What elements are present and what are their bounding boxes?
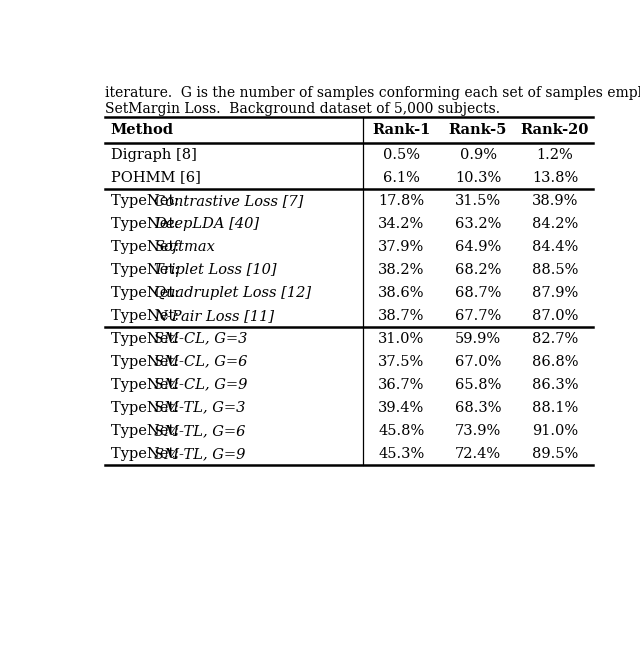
- Text: 68.2%: 68.2%: [455, 263, 501, 277]
- Text: DeepLDA [40]: DeepLDA [40]: [154, 217, 260, 231]
- Text: 31.5%: 31.5%: [455, 194, 501, 208]
- Text: 88.1%: 88.1%: [532, 401, 578, 415]
- Text: 36.7%: 36.7%: [378, 378, 424, 392]
- Text: 38.7%: 38.7%: [378, 309, 424, 323]
- Text: 84.4%: 84.4%: [532, 240, 578, 254]
- Text: Rank-1: Rank-1: [372, 123, 430, 137]
- Text: 67.0%: 67.0%: [455, 355, 501, 369]
- Text: 86.3%: 86.3%: [532, 378, 578, 392]
- Text: 45.8%: 45.8%: [378, 424, 424, 438]
- Text: iterature.  G is the number of samples conforming each set of samples employed t: iterature. G is the number of samples co…: [105, 87, 640, 101]
- Text: TypeNet:: TypeNet:: [111, 286, 184, 300]
- Text: TypeNet:: TypeNet:: [111, 447, 184, 461]
- Text: 39.4%: 39.4%: [378, 401, 424, 415]
- Text: 63.2%: 63.2%: [455, 217, 501, 231]
- Text: SM-CL, G=6: SM-CL, G=6: [154, 355, 248, 369]
- Text: Softmax: Softmax: [154, 240, 215, 254]
- Text: 34.2%: 34.2%: [378, 217, 424, 231]
- Text: 88.5%: 88.5%: [532, 263, 578, 277]
- Text: SM-CL, G=9: SM-CL, G=9: [154, 378, 248, 392]
- Text: 1.2%: 1.2%: [536, 148, 573, 162]
- Text: TypeNet:: TypeNet:: [111, 217, 184, 231]
- Text: 13.8%: 13.8%: [532, 171, 578, 185]
- Text: TypeNet:: TypeNet:: [111, 401, 184, 415]
- Text: SM-TL, G=3: SM-TL, G=3: [154, 401, 246, 415]
- Text: 38.9%: 38.9%: [532, 194, 578, 208]
- Text: SetMargin Loss.  Background dataset of 5,000 subjects.: SetMargin Loss. Background dataset of 5,…: [105, 102, 500, 116]
- Text: TypeNet:: TypeNet:: [111, 378, 184, 392]
- Text: 37.5%: 37.5%: [378, 355, 424, 369]
- Text: 87.0%: 87.0%: [532, 309, 578, 323]
- Text: Digraph [8]: Digraph [8]: [111, 148, 196, 162]
- Text: Rank-5: Rank-5: [449, 123, 508, 137]
- Text: 84.2%: 84.2%: [532, 217, 578, 231]
- Text: TypeNet:: TypeNet:: [111, 309, 184, 323]
- Text: 0.5%: 0.5%: [383, 148, 420, 162]
- Text: 45.3%: 45.3%: [378, 447, 424, 461]
- Text: 87.9%: 87.9%: [532, 286, 578, 300]
- Text: 10.3%: 10.3%: [455, 171, 501, 185]
- Text: TypeNet:: TypeNet:: [111, 263, 184, 277]
- Text: 86.8%: 86.8%: [532, 355, 578, 369]
- Text: 31.0%: 31.0%: [378, 332, 424, 346]
- Text: TypeNet:: TypeNet:: [111, 424, 184, 438]
- Text: 37.9%: 37.9%: [378, 240, 424, 254]
- Text: 38.2%: 38.2%: [378, 263, 424, 277]
- Text: 6.1%: 6.1%: [383, 171, 420, 185]
- Text: 64.9%: 64.9%: [455, 240, 501, 254]
- Text: SM-TL, G=9: SM-TL, G=9: [154, 447, 246, 461]
- Text: TypeNet:: TypeNet:: [111, 332, 184, 346]
- Text: 59.9%: 59.9%: [455, 332, 501, 346]
- Text: SM-CL, G=3: SM-CL, G=3: [154, 332, 248, 346]
- Text: 67.7%: 67.7%: [455, 309, 501, 323]
- Text: N-Pair Loss [11]: N-Pair Loss [11]: [154, 309, 275, 323]
- Text: Method: Method: [111, 123, 173, 137]
- Text: POHMM [6]: POHMM [6]: [111, 171, 200, 185]
- Text: 17.8%: 17.8%: [378, 194, 424, 208]
- Text: 73.9%: 73.9%: [455, 424, 501, 438]
- Text: 38.6%: 38.6%: [378, 286, 424, 300]
- Text: Triplet Loss [10]: Triplet Loss [10]: [154, 263, 277, 277]
- Text: Quadruplet Loss [12]: Quadruplet Loss [12]: [154, 286, 312, 300]
- Text: 72.4%: 72.4%: [455, 447, 501, 461]
- Text: SM-TL, G=6: SM-TL, G=6: [154, 424, 246, 438]
- Text: TypeNet:: TypeNet:: [111, 240, 184, 254]
- Text: 65.8%: 65.8%: [455, 378, 501, 392]
- Text: 89.5%: 89.5%: [532, 447, 578, 461]
- Text: Rank-20: Rank-20: [521, 123, 589, 137]
- Text: 91.0%: 91.0%: [532, 424, 578, 438]
- Text: Contrastive Loss [7]: Contrastive Loss [7]: [154, 194, 304, 208]
- Text: 68.3%: 68.3%: [455, 401, 501, 415]
- Text: 68.7%: 68.7%: [455, 286, 501, 300]
- Text: TypeNet:: TypeNet:: [111, 355, 184, 369]
- Text: 82.7%: 82.7%: [532, 332, 578, 346]
- Text: 0.9%: 0.9%: [460, 148, 497, 162]
- Text: TypeNet:: TypeNet:: [111, 194, 184, 208]
